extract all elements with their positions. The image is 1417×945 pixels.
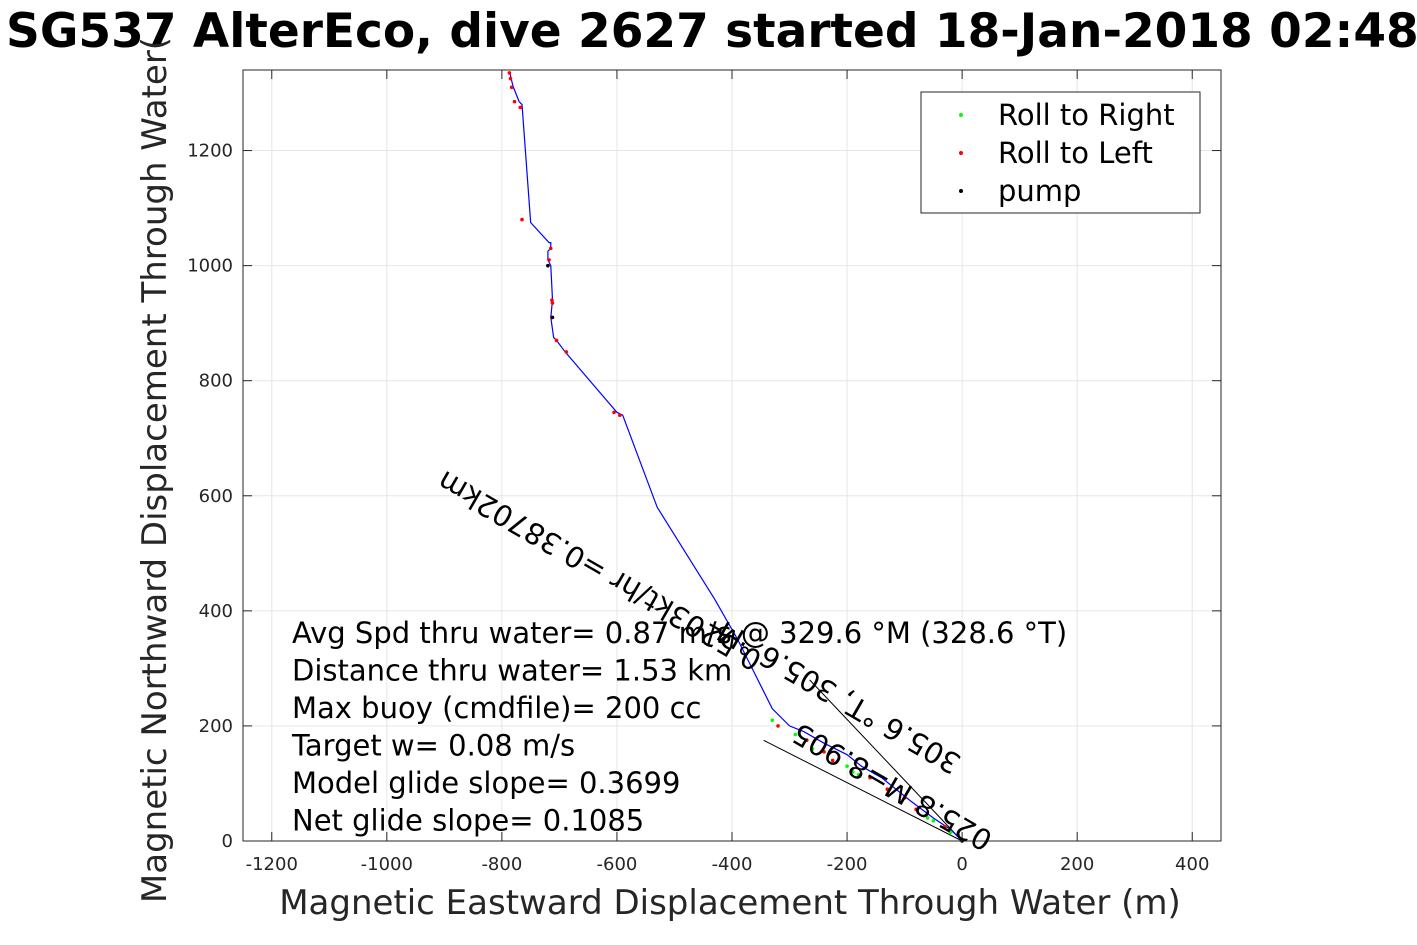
roll-right-point [948, 830, 953, 835]
x-axis-label: Magnetic Eastward Displacement Through W… [279, 883, 1181, 923]
reference-line [809, 679, 963, 842]
chart-title: SG537 AlterEco, dive 2627 started 18-Jan… [6, 4, 1417, 59]
roll-left-point [508, 76, 513, 81]
track-series [509, 72, 963, 842]
annotation-line: Avg Spd thru water= 0.87 m/s @ 329.6 °M … [292, 616, 1067, 650]
y-tick-label: 800 [199, 371, 233, 392]
legend: Roll to Right Roll to Left pump [920, 91, 1201, 214]
pump-point [546, 263, 550, 268]
roll-right-point [851, 770, 855, 774]
roll-right-point [925, 816, 930, 820]
roll-left-point [776, 724, 780, 728]
x-tick-label: -600 [597, 854, 638, 875]
roll-left-point [509, 85, 514, 90]
roll-left-point [512, 99, 517, 104]
y-axis-label: Magnetic Northward Displacement Through … [135, 37, 175, 903]
roll-right-point [931, 819, 936, 823]
roll-right-point [856, 773, 861, 777]
legend-marker-roll-left [959, 151, 963, 155]
x-tick-label: -200 [827, 854, 868, 875]
roll-left-point [548, 246, 553, 251]
roll-left-point [885, 787, 890, 792]
annotation-line: Net glide slope= 0.1085 [292, 804, 644, 838]
series-line [509, 72, 963, 842]
x-tick-label: 200 [1060, 854, 1094, 875]
roll-left-point [550, 301, 555, 305]
roll-right-point [845, 764, 849, 769]
roll-left-point [564, 350, 569, 354]
roll-left-point [914, 807, 918, 812]
roll-left-point [520, 217, 524, 222]
roll-right-point [793, 732, 798, 737]
markers [507, 71, 964, 843]
y-tick-label: 600 [199, 486, 233, 507]
roll-left-point [822, 750, 826, 754]
pump-point [550, 315, 555, 320]
x-tick-label: -800 [481, 854, 522, 875]
annotation-line: Max buoy (cmdfile)= 200 cc [292, 691, 701, 725]
legend-marker-roll-right [959, 113, 963, 117]
axis-ticks: -1200 -1000 -800 -600 -400 -200 0 200 400 0 200 400… [187, 70, 1221, 875]
y-tick-label: 400 [199, 601, 233, 622]
legend-label-roll-left: Roll to Left [998, 136, 1153, 170]
x-tick-label: 0 [956, 854, 967, 875]
reference-lines [763, 679, 963, 842]
roll-left-point [868, 775, 872, 780]
x-tick-label: 400 [1175, 854, 1209, 875]
y-tick-label: 0 [222, 831, 233, 852]
roll-left-point [902, 796, 907, 800]
roll-left-point [554, 338, 559, 343]
roll-left-point [943, 824, 947, 829]
y-tick-label: 1000 [187, 256, 233, 277]
roll-left-point [618, 413, 622, 418]
roll-left-point [830, 758, 835, 763]
roll-left-point [507, 71, 512, 75]
roll-left-point [518, 105, 523, 110]
annotation-line: Model glide slope= 0.3699 [292, 766, 680, 800]
annotation-line: Target w= 0.08 m/s [291, 729, 575, 763]
roll-right-point [770, 718, 775, 722]
roll-left-point [547, 258, 551, 262]
reference-line [763, 739, 963, 842]
legend-box [920, 91, 1201, 214]
roll-right-point [810, 747, 815, 751]
y-tick-label: 1200 [187, 141, 233, 162]
annotations: Avg Spd thru water= 0.87 m/s @ 329.6 °M … [291, 616, 1067, 838]
legend-label-roll-right: Roll to Right [998, 98, 1175, 132]
annotation-line: Distance thru water= 1.53 km [292, 654, 732, 688]
y-tick-label: 200 [199, 716, 233, 737]
legend-label-pump: pump [998, 174, 1081, 208]
x-tick-label: -400 [712, 854, 753, 875]
roll-left-point [804, 738, 809, 743]
x-tick-label: -1000 [361, 854, 413, 875]
legend-marker-pump [959, 189, 963, 193]
x-tick-label: -1200 [246, 854, 298, 875]
roll-left-point [550, 298, 554, 302]
roll-left-point [612, 410, 616, 415]
